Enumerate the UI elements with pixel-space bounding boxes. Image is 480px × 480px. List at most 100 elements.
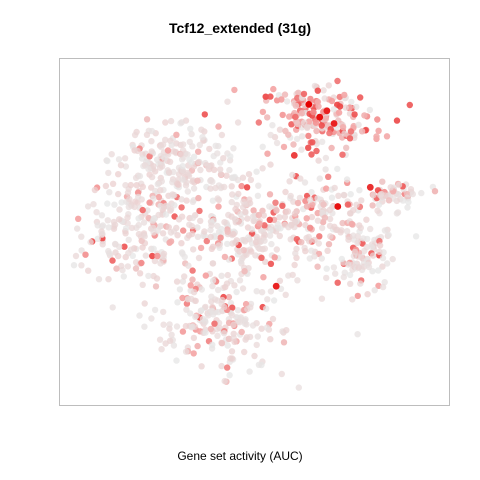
- cell-point: [261, 222, 268, 229]
- cell-point: [379, 263, 386, 270]
- cell-point: [174, 299, 181, 306]
- cell-point: [284, 208, 292, 215]
- cell-point: [373, 133, 380, 140]
- cell-point: [290, 141, 297, 148]
- cell-point: [229, 304, 236, 311]
- cell-point: [160, 308, 167, 316]
- cell-point: [330, 106, 337, 113]
- cell-point: [152, 168, 159, 175]
- cell-point: [105, 247, 112, 255]
- cell-point: [341, 192, 348, 199]
- cell-point: [248, 226, 255, 233]
- cell-point: [404, 204, 411, 211]
- cell-point: [134, 147, 141, 155]
- cell-point: [162, 119, 169, 126]
- cell-point: [318, 224, 326, 232]
- cell-point: [157, 222, 165, 230]
- cell-point: [93, 209, 100, 216]
- cell-point: [346, 271, 354, 279]
- cell-point: [376, 242, 384, 249]
- cell-point: [217, 234, 224, 241]
- cell-point: [234, 176, 242, 184]
- cell-point: [226, 372, 233, 379]
- cell-point: [189, 276, 196, 283]
- cell-point: [321, 214, 329, 221]
- cell-point: [85, 267, 92, 274]
- cell-point: [99, 241, 106, 248]
- cell-point: [247, 176, 255, 184]
- cell-point: [202, 303, 209, 311]
- cell-point: [393, 117, 401, 124]
- high-activity-point: [290, 152, 298, 159]
- cell-point: [74, 225, 81, 232]
- cell-point: [276, 214, 283, 221]
- cell-point: [224, 364, 231, 371]
- cell-point: [346, 210, 354, 217]
- cell-point: [279, 111, 286, 119]
- cell-point: [255, 119, 262, 126]
- cell-point: [198, 307, 205, 314]
- cell-point: [267, 161, 274, 168]
- cell-point: [208, 222, 215, 229]
- cell-point: [326, 222, 334, 230]
- cell-point: [208, 298, 215, 305]
- cell-point: [194, 342, 201, 350]
- cell-point: [223, 280, 231, 287]
- cell-point: [240, 236, 248, 244]
- cell-point: [210, 217, 217, 224]
- cell-point: [105, 169, 112, 177]
- cell-point: [231, 338, 238, 346]
- cell-point: [116, 206, 123, 213]
- cell-point: [237, 210, 244, 218]
- cell-point: [326, 215, 334, 223]
- cell-point: [195, 148, 202, 155]
- cell-point: [188, 159, 195, 166]
- cell-point: [229, 355, 236, 362]
- cell-point: [132, 198, 139, 205]
- cell-point: [197, 166, 204, 174]
- cell-point: [320, 201, 327, 208]
- cell-point: [239, 285, 247, 292]
- cell-point: [195, 254, 203, 262]
- cell-point: [121, 243, 128, 250]
- cell-point: [276, 126, 284, 133]
- cell-point: [131, 203, 138, 211]
- cell-point: [148, 127, 156, 135]
- cell-point: [177, 151, 185, 158]
- plot-frame: [59, 58, 450, 406]
- cell-point: [215, 123, 222, 130]
- cell-point: [148, 173, 156, 181]
- cell-point: [229, 311, 236, 319]
- cell-point: [240, 198, 247, 205]
- cell-point: [259, 108, 267, 116]
- cell-point: [314, 217, 322, 224]
- cell-point: [308, 247, 315, 254]
- cell-point: [149, 252, 156, 260]
- cell-point: [357, 224, 364, 232]
- cell-point: [198, 363, 205, 370]
- cell-point: [190, 153, 198, 160]
- cell-point: [385, 231, 392, 239]
- cell-point: [282, 291, 289, 298]
- cell-point: [195, 194, 202, 202]
- cell-point: [139, 281, 146, 288]
- cell-point: [375, 267, 382, 274]
- cell-point: [405, 198, 412, 206]
- cell-point: [214, 195, 221, 202]
- cell-point: [381, 279, 388, 286]
- cell-point: [145, 272, 152, 280]
- cell-point: [217, 171, 225, 178]
- cell-point: [358, 254, 365, 261]
- cell-point: [226, 166, 233, 174]
- cell-point: [209, 178, 216, 185]
- cell-point: [225, 293, 233, 301]
- cell-point: [154, 156, 161, 163]
- cell-point: [281, 213, 289, 221]
- cell-point: [173, 131, 180, 138]
- cell-point: [335, 192, 342, 199]
- cell-point: [131, 131, 139, 139]
- cell-point: [325, 173, 332, 180]
- cell-point: [324, 247, 331, 254]
- cell-point: [298, 239, 305, 246]
- cell-point: [228, 183, 235, 190]
